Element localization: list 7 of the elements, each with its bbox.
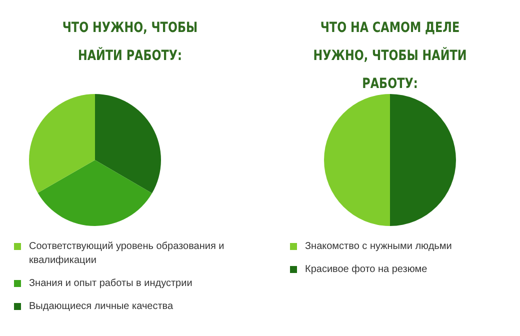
legend-label: Знакомство с нужными людьми <box>305 240 452 254</box>
chart-title: ЧТО НА САМОМ ДЕЛЕ НУЖНО, ЧТОБЫ НАЙТИ РАБОТУ: <box>312 19 468 94</box>
chart-title: ЧТО НУЖНО, ЧТОБЫ НАЙТИ РАБОТУ: <box>61 19 199 66</box>
legend-label: Красивое фото на резюме <box>305 263 428 277</box>
legend-label: Соответствующий уровень образования и квалификации <box>29 240 226 268</box>
legend-label: Знания и опыт работы в индустрии <box>29 277 192 291</box>
legend-label: Выдающиеся личные качества <box>29 300 174 314</box>
